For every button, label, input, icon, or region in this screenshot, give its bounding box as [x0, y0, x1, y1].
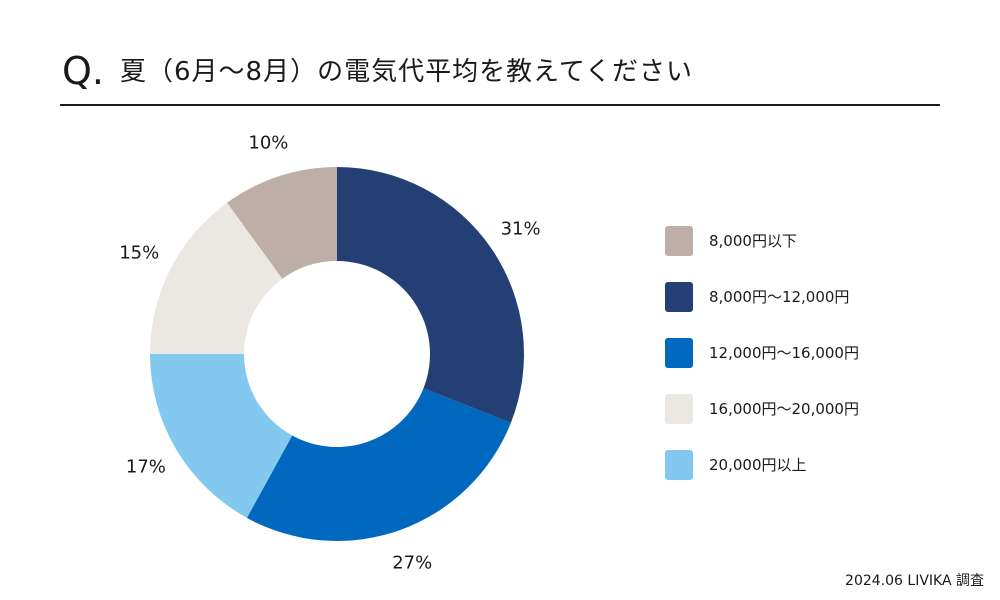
donut-slice: [150, 202, 283, 354]
legend-label: 20,000円以上: [709, 456, 807, 474]
donut-slice: [246, 388, 511, 541]
chart-title: 夏（6月〜8月）の電気代平均を教えてください: [120, 57, 694, 87]
legend-swatch: [665, 282, 693, 312]
slice-percent-label: 15%: [119, 243, 159, 264]
slice-percent-label: 27%: [392, 552, 432, 573]
donut-slice: [150, 354, 293, 518]
donut-slice: [337, 167, 524, 423]
source-note: 2024.06 LIVIKA 調査: [845, 573, 984, 589]
legend-swatch: [665, 394, 693, 424]
legend-label: 16,000円〜20,000円: [709, 400, 859, 418]
slice-labels: 31% 27% 17% 15% 10%: [119, 132, 540, 573]
legend-label: 8,000円以下: [709, 232, 797, 250]
slice-percent-label: 31%: [501, 219, 541, 240]
legend-swatch: [665, 226, 693, 256]
slice-percent-label: 10%: [248, 132, 288, 153]
chart-header: Q. 夏（6月〜8月）の電気代平均を教えてください: [60, 44, 940, 106]
question-mark: Q.: [62, 49, 104, 93]
donut-slice: [227, 167, 337, 279]
legend-swatch: [665, 338, 693, 368]
donut-slices: [150, 167, 524, 541]
legend-label: 12,000円〜16,000円: [709, 344, 859, 362]
legend-label: 8,000円〜12,000円: [709, 288, 850, 306]
slice-percent-label: 17%: [126, 457, 166, 478]
legend-swatch: [665, 450, 693, 480]
